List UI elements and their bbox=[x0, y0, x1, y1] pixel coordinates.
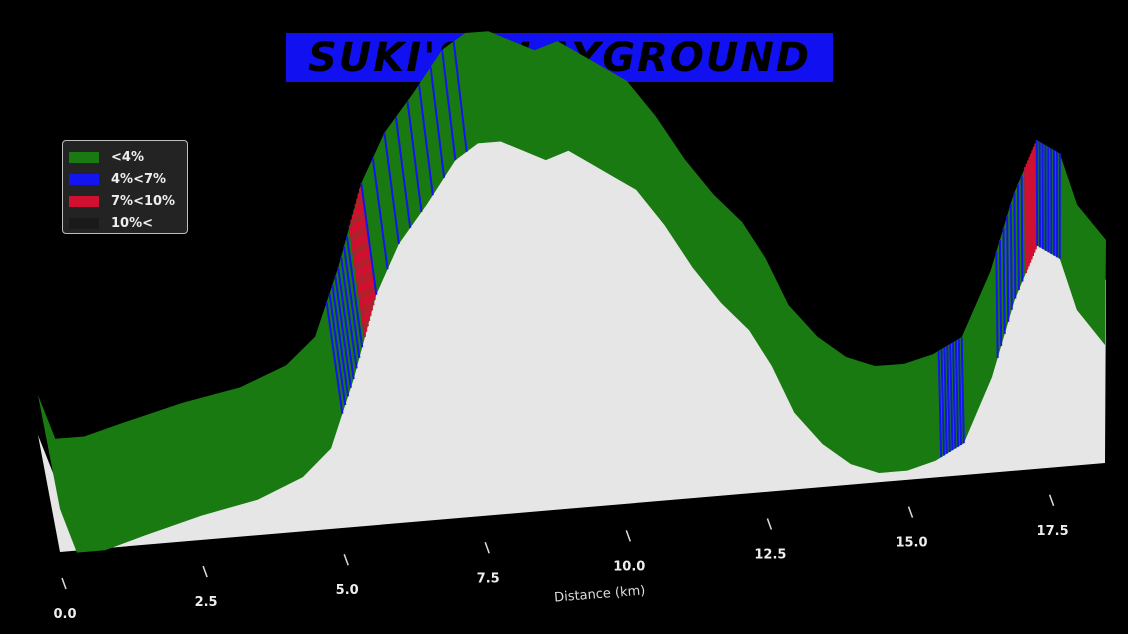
grade-segment-5-stripe-3 bbox=[1028, 157, 1032, 263]
grade-segment-2-stripe-5 bbox=[418, 84, 434, 196]
grade-segment-4-stripe-6 bbox=[1017, 184, 1020, 291]
grade-segment-0-stripe-3 bbox=[334, 276, 352, 388]
grade-segment-1-stripe-2 bbox=[351, 214, 369, 327]
grade-segment-4-stripe-5 bbox=[1013, 192, 1017, 299]
x-tick-label-2: 5.0 bbox=[336, 583, 359, 598]
legend-swatch-lt4 bbox=[69, 151, 99, 163]
legend-label-10-plus: 10%< bbox=[111, 215, 154, 231]
legend-item-10-plus: 10%< bbox=[69, 212, 181, 234]
grade-segment-0-stripe-7 bbox=[345, 235, 364, 348]
legend-swatch-4-7 bbox=[69, 173, 99, 185]
x-tick-label-7: 17.5 bbox=[1037, 524, 1069, 539]
grade-segment-3-stripe-3 bbox=[946, 345, 951, 453]
legend-swatch-7-10 bbox=[69, 195, 99, 207]
x-tick-label-6: 15.0 bbox=[895, 536, 927, 551]
x-tick-label-3: 7.5 bbox=[477, 571, 500, 586]
grade-segment-5-stripe-6 bbox=[1032, 146, 1036, 253]
grade-segment-2-stripe-2 bbox=[383, 132, 400, 245]
x-tick-mark-6 bbox=[907, 506, 914, 518]
x-tick-mark-2 bbox=[343, 553, 349, 566]
grade-segment-5-stripe-5 bbox=[1031, 150, 1034, 257]
grade-segment-3-stripe-7 bbox=[957, 338, 962, 446]
grade-segment-3-stripe-2 bbox=[943, 347, 948, 454]
surface-band-lt4 bbox=[38, 31, 1106, 553]
grade-segment-2-stripe-6 bbox=[429, 66, 446, 178]
x-tick-label-1: 2.5 bbox=[195, 595, 218, 610]
x-tick-mark-0 bbox=[61, 577, 67, 590]
grade-segment-3-stripe-8 bbox=[960, 337, 965, 444]
grade-segment-4-stripe-2 bbox=[1002, 227, 1006, 334]
grade-segment-0-stripe-2 bbox=[331, 284, 350, 397]
grade-segment-0-stripe-6 bbox=[343, 246, 361, 359]
grade-segment-4-stripe-4 bbox=[1009, 203, 1013, 310]
grade-segment-2-stripe-3 bbox=[394, 116, 412, 229]
grade-segment-2-stripe-4 bbox=[406, 100, 423, 213]
grade-segment-4-stripe-7 bbox=[1020, 175, 1024, 282]
grade-segment-1-stripe-6 bbox=[357, 193, 375, 306]
x-tick-mark-1 bbox=[202, 565, 208, 578]
legend-label-4-7: 4%<7% bbox=[111, 171, 167, 187]
grade-segment-0-stripe-0 bbox=[325, 301, 344, 414]
grade-segment-5-stripe-2 bbox=[1027, 160, 1030, 267]
grade-segment-4-stripe-0 bbox=[995, 251, 999, 358]
grade-segment-1-stripe-0 bbox=[348, 225, 366, 337]
x-tick-mark-7 bbox=[1048, 494, 1055, 507]
grade-segment-0-stripe-5 bbox=[340, 256, 358, 369]
x-axis-label: Distance (km) bbox=[554, 583, 646, 605]
grade-segment-3-stripe-0 bbox=[937, 350, 943, 458]
legend-item-4-7: 4%<7% bbox=[69, 168, 181, 190]
grade-segment-3-stripe-1 bbox=[940, 349, 945, 456]
x-axis: 0.0 2.5 5.0 7.5 10.0 12.5 15.0 17.5 bbox=[53, 494, 1069, 622]
x-tick-label-4: 10.0 bbox=[613, 559, 645, 574]
grade-segment-4-stripe-3 bbox=[1006, 215, 1010, 322]
grade-segment-3-stripe-5 bbox=[952, 342, 957, 449]
x-tick-label-0: 0.0 bbox=[53, 607, 76, 622]
grade-segment-2-stripe-1 bbox=[371, 157, 389, 270]
grade-segment-2-stripe-7 bbox=[441, 49, 457, 161]
legend-swatch-10-plus bbox=[69, 217, 99, 229]
grade-segments bbox=[325, 41, 1061, 458]
legend-item-7-10: 7%<10% bbox=[69, 190, 181, 212]
grade-segment-1-stripe-5 bbox=[356, 198, 374, 311]
grade-segment-0-stripe-1 bbox=[328, 293, 347, 406]
grade-segment-2-stripe-8 bbox=[452, 41, 468, 153]
legend-label-7-10: 7%<10% bbox=[111, 193, 176, 209]
legend-item-lt4: <4% bbox=[69, 146, 181, 168]
x-tick-mark-5 bbox=[766, 518, 773, 530]
grade-segment-5-stripe-1 bbox=[1025, 163, 1029, 270]
grade-segment-1-stripe-3 bbox=[353, 209, 371, 322]
grade-segment-5-stripe-7 bbox=[1034, 143, 1037, 250]
grade-segment-1-stripe-1 bbox=[350, 219, 368, 332]
x-tick-mark-3 bbox=[484, 542, 490, 554]
grade-segment-3-stripe-4 bbox=[949, 343, 954, 451]
legend-label-lt4: <4% bbox=[111, 149, 144, 165]
grade-segment-4-stripe-1 bbox=[998, 239, 1003, 346]
x-tick-label-5: 12.5 bbox=[754, 548, 786, 563]
x-tick-mark-4 bbox=[625, 530, 632, 542]
profile-surface bbox=[38, 31, 1106, 553]
grade-segment-3-stripe-6 bbox=[954, 340, 960, 447]
grade-segment-5-stripe-4 bbox=[1030, 153, 1033, 260]
grade-segment-6-stripe-0 bbox=[1035, 140, 1039, 246]
grade-segment-1-stripe-7 bbox=[358, 188, 376, 300]
legend: <4% 4%<7% 7%<10% 10%< bbox=[62, 140, 188, 234]
grade-segment-1-stripe-4 bbox=[354, 204, 372, 316]
grade-segment-5-stripe-0 bbox=[1024, 167, 1027, 274]
grade-segment-0-stripe-4 bbox=[337, 267, 355, 380]
grade-segment-2-stripe-0 bbox=[360, 183, 378, 295]
